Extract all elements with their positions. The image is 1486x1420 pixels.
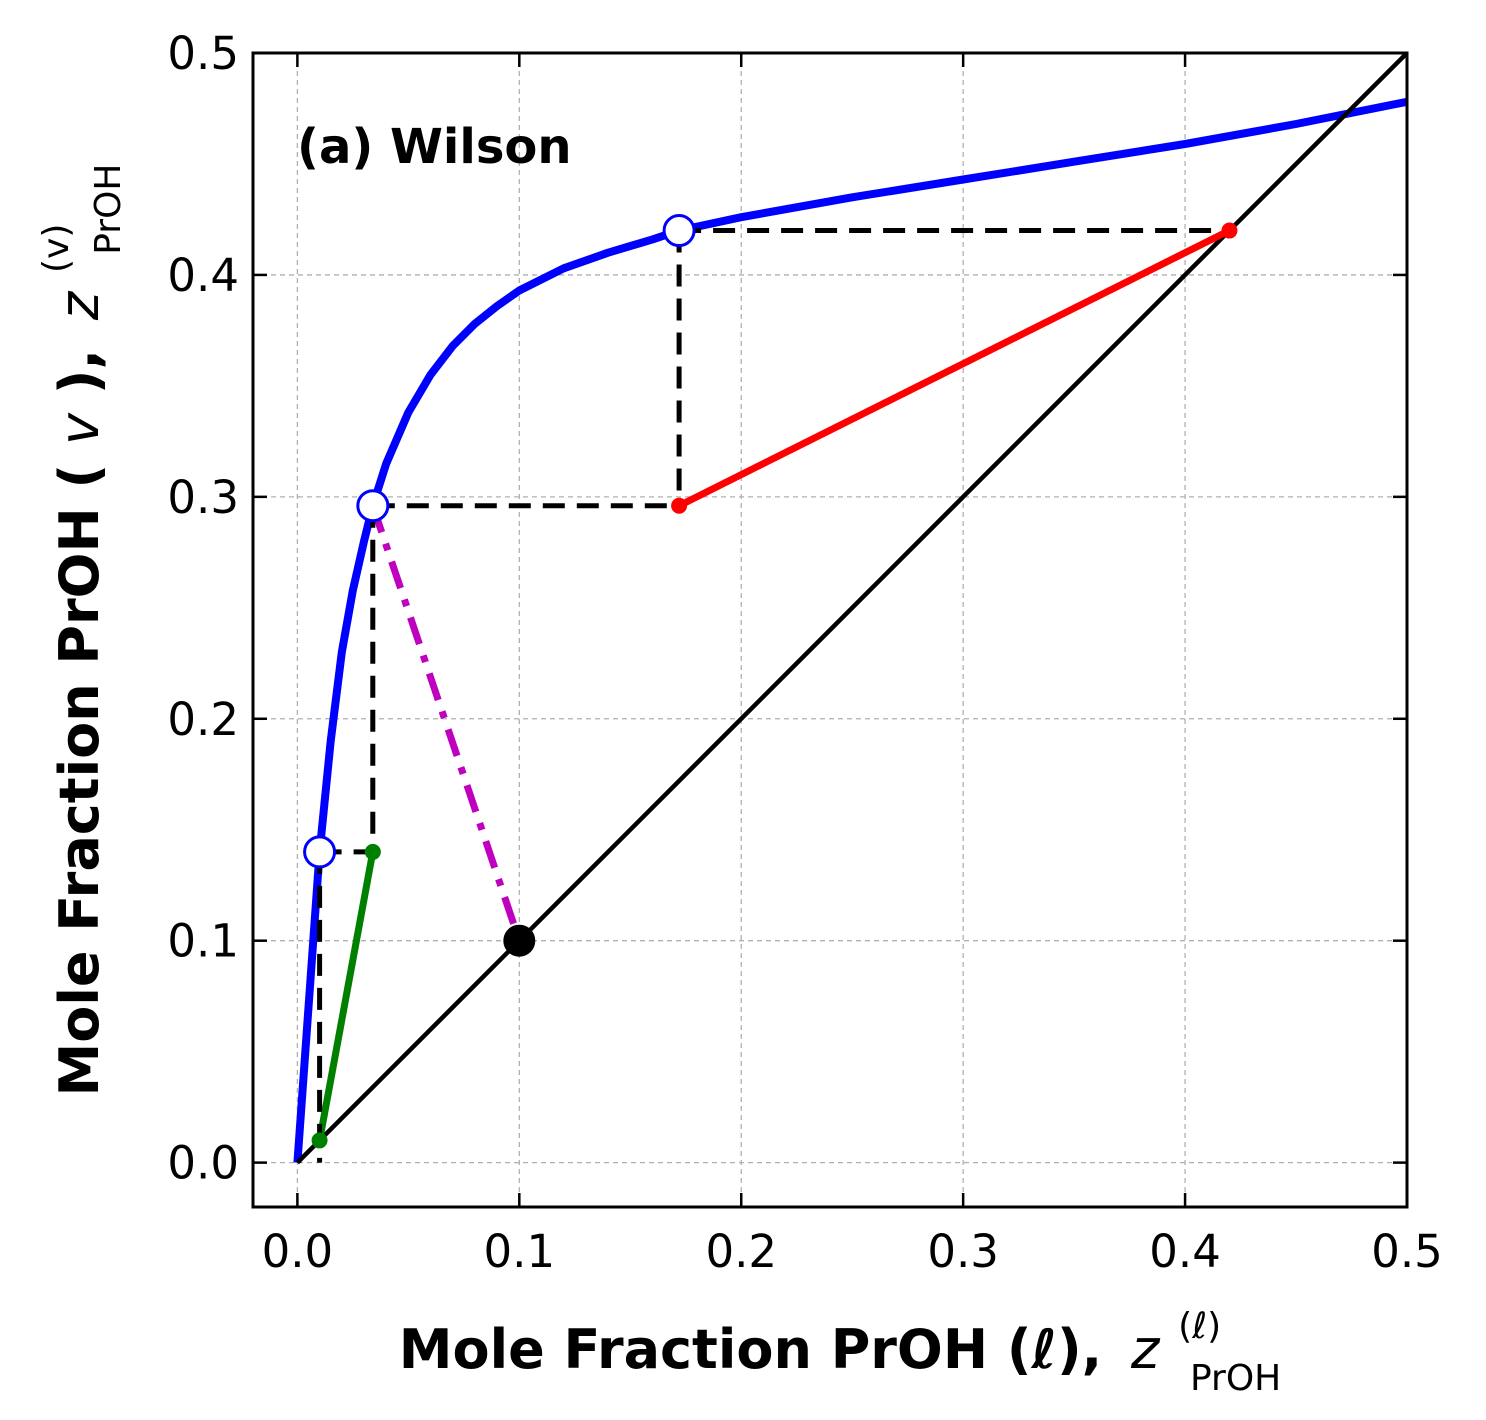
magenta-tie-line-line bbox=[369, 504, 523, 942]
x-tick-label: 0.0 bbox=[262, 1225, 334, 1278]
y-axis-title-close: ), bbox=[48, 349, 111, 394]
y-tick-label: 0.4 bbox=[167, 249, 239, 302]
feed-point bbox=[503, 924, 536, 957]
tick-layer: 0.0 0.1 0.2 0.3 0.4 0.5 0.0 0.1 0.2 0.3 0.4 0.5 bbox=[167, 27, 1442, 1278]
y-tick-label: 0.3 bbox=[167, 471, 239, 524]
y-tick-label: 0.5 bbox=[167, 27, 239, 80]
series-layer bbox=[293, 51, 1409, 1165]
y-axis-title-phase: v bbox=[48, 412, 111, 445]
x-tick-label: 0.5 bbox=[1371, 1225, 1443, 1278]
x-tick-label: 0.4 bbox=[1149, 1225, 1221, 1278]
grid-layer bbox=[253, 52, 1408, 1207]
y-axis-title-main: Mole Fraction PrOH ( bbox=[48, 464, 111, 1097]
y-tick-label: 0.1 bbox=[167, 915, 239, 968]
red-endpoint bbox=[671, 497, 688, 514]
x-axis-title-sub: PrOH bbox=[1190, 1358, 1281, 1399]
marker-layer bbox=[303, 214, 1238, 1149]
y-tick-label: 0.2 bbox=[167, 693, 239, 746]
x-axis-title-var: z bbox=[1130, 1318, 1161, 1381]
equilibrium-curve-line bbox=[293, 97, 1408, 1163]
x-axis-title: Mole Fraction PrOH (ℓ), z (ℓ) PrOH bbox=[399, 1288, 1281, 1399]
y-axis-title-var: z bbox=[48, 290, 111, 321]
green-tie-line-line bbox=[316, 851, 377, 1142]
plot-frame bbox=[251, 51, 1409, 1209]
vapor-point-open bbox=[356, 489, 390, 523]
vapor-point-open bbox=[303, 835, 337, 869]
red-tie-line-line bbox=[677, 227, 1232, 509]
x-tick-label: 0.3 bbox=[927, 1225, 999, 1278]
y-axis-title-sup: (v) bbox=[36, 224, 77, 273]
y-axis-title-sub: PrOH bbox=[88, 163, 129, 254]
green-endpoint bbox=[311, 1132, 328, 1149]
green-endpoint bbox=[364, 843, 381, 860]
y-axis-title: Mole Fraction PrOH ( v ), z (v) PrOH bbox=[18, 163, 129, 1096]
panel-label: (a) Wilson bbox=[297, 119, 572, 175]
x-axis-title-sup: (ℓ) bbox=[1178, 1306, 1221, 1347]
x-tick-label: 0.1 bbox=[484, 1225, 556, 1278]
vapor-point-open bbox=[662, 214, 696, 248]
diagonal-y-x-line bbox=[295, 51, 1409, 1165]
red-endpoint bbox=[1221, 222, 1238, 239]
x-axis-title-main: Mole Fraction PrOH (ℓ), bbox=[399, 1318, 1102, 1381]
y-tick-label: 0.0 bbox=[167, 1137, 239, 1190]
x-tick-label: 0.2 bbox=[705, 1225, 777, 1278]
